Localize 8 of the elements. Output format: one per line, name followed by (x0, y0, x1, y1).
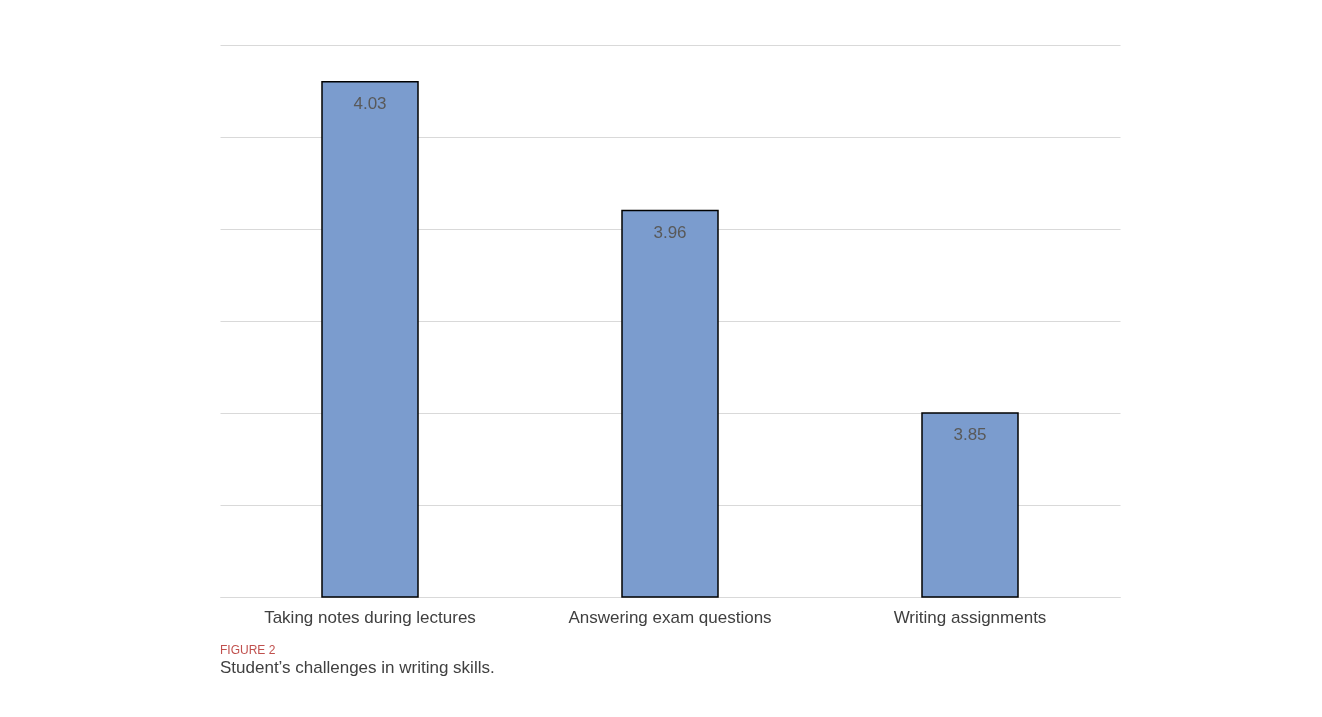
data-label: 3.96 (653, 222, 687, 242)
data-label: 4.03 (353, 93, 387, 113)
data-label: 3.85 (953, 425, 987, 444)
x-tick-label: Taking notes during lectures (264, 607, 476, 627)
text: FIGURE 2 (220, 643, 276, 657)
text: Student’s challenges in writing skills. (220, 658, 495, 677)
x-tick-label: Answering exam questions (568, 607, 772, 627)
x-tick-label: Writing assignments (893, 607, 1047, 627)
